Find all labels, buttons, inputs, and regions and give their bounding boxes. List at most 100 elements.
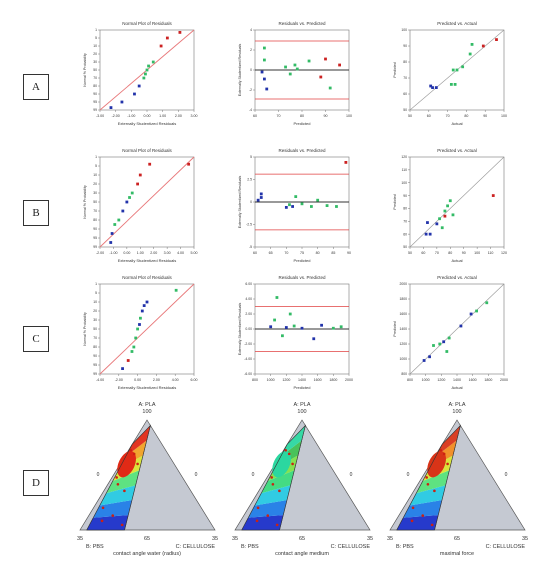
- data-point: [147, 64, 150, 68]
- y-tick-label: 10: [93, 44, 97, 48]
- data-point: [136, 182, 139, 186]
- x-axis-label: Externally Studentized Residuals: [118, 385, 176, 390]
- x-tick-label: 90: [462, 251, 466, 255]
- design-point: [430, 523, 434, 527]
- data-point: [263, 58, 266, 62]
- ternary-right-value: 35: [367, 536, 373, 542]
- data-point: [435, 222, 439, 226]
- ternary-left-value: 35: [387, 536, 393, 542]
- design-point: [284, 448, 288, 452]
- y-tick-label: 10: [93, 300, 97, 304]
- data-point: [281, 334, 284, 338]
- ternary-right-label: C: CELLULOSE: [486, 544, 526, 550]
- data-point: [331, 326, 335, 330]
- data-point: [485, 301, 489, 305]
- y-tick-label: 50: [93, 327, 97, 331]
- ternary-bottom-value: 65: [454, 536, 460, 542]
- x-tick-label: 60: [427, 114, 431, 118]
- y-tick-label: 100: [401, 181, 407, 185]
- data-point: [428, 232, 432, 236]
- plot-title: Predicted vs. Actual: [437, 275, 477, 280]
- ternary-left-edge-value: 0: [252, 472, 255, 478]
- y-axis-label: Externally Studentized Residuals: [238, 176, 242, 229]
- x-tick-label: 120: [501, 251, 507, 255]
- x-tick-label: 3.00: [164, 251, 171, 255]
- design-point: [129, 448, 133, 452]
- design-point: [291, 462, 294, 466]
- x-tick-label: 70: [284, 251, 288, 255]
- y-tick-label: 50: [93, 200, 97, 204]
- ternary-caption: contact angle medium: [275, 551, 329, 557]
- data-point: [174, 288, 178, 292]
- y-tick-label: -2: [249, 88, 252, 92]
- data-point: [448, 199, 452, 203]
- ternary-caption: contact angle water (radius): [113, 551, 181, 557]
- ternary-right-edge-value: 0: [350, 472, 353, 478]
- row-label-b: B: [23, 200, 49, 226]
- data-point: [259, 192, 263, 196]
- ternary-left-value: 35: [232, 536, 238, 542]
- plot-title: Predicted vs. Actual: [437, 21, 477, 26]
- y-tick-label: 70: [403, 219, 407, 223]
- y-tick-label: -2.00: [244, 342, 252, 346]
- design-point: [442, 452, 446, 456]
- data-point: [459, 324, 463, 328]
- contour-band: [125, 425, 151, 457]
- data-point: [133, 92, 136, 96]
- ternary-top-label: A: PLA: [293, 402, 310, 408]
- data-point: [293, 63, 297, 67]
- y-tick-label: 80: [93, 218, 97, 222]
- x-axis-label: Predicted: [294, 385, 311, 390]
- x-tick-label: 5.00: [191, 251, 198, 255]
- data-point: [470, 43, 474, 46]
- x-tick-label: 1600: [314, 378, 322, 382]
- ternary-right-edge-value: 0: [505, 472, 508, 478]
- y-tick-label: 4: [250, 28, 252, 32]
- plot-title: Predicted vs. Actual: [437, 148, 477, 153]
- y-tick-label: 4.00: [245, 297, 252, 301]
- x-tick-label: 1200: [282, 378, 290, 382]
- plot-a2-svg: Residuals vs. Predicted 60 70 80 90 100 4 2 0 -2 -…: [238, 21, 352, 126]
- y-tick-label: 2: [250, 48, 252, 52]
- data-point: [440, 226, 444, 230]
- x-tick-label: 80: [300, 114, 304, 118]
- data-point: [126, 359, 130, 362]
- y-tick-label: 80: [403, 207, 407, 211]
- plot-c3: Predicted vs. Actual 800 1000 1200 1400 1600 1…: [390, 272, 510, 392]
- plot-a2: Residuals vs. Predicted 60 70 80 90 100 4 2 0 -2 -…: [235, 18, 355, 128]
- data-point: [295, 67, 299, 71]
- design-point: [425, 476, 428, 479]
- y-tick-label: 90: [93, 227, 97, 231]
- ternary-left-edge-value: 0: [407, 472, 410, 478]
- x-tick-label: -1.00: [109, 251, 117, 255]
- ternary-left-label: B: PBS: [241, 544, 259, 550]
- data-point: [344, 161, 348, 164]
- x-tick-label: 80: [448, 251, 452, 255]
- x-axis-label: Externally Studentized Residuals: [118, 258, 176, 263]
- x-tick-label: 70: [435, 251, 439, 255]
- y-axis-label: Externally Studentized Residuals: [238, 44, 242, 97]
- ternary-top-label: A: PLA: [448, 402, 465, 408]
- design-point: [287, 452, 291, 456]
- plot-title: Normal Plot of Residuals: [122, 275, 172, 280]
- x-tick-label: 6.00: [191, 378, 198, 382]
- y-tick-label: 60: [403, 92, 407, 96]
- design-point: [271, 482, 275, 486]
- y-tick-label: -4.00: [244, 357, 252, 361]
- data-point: [109, 241, 113, 244]
- y-tick-label: 90: [93, 354, 97, 358]
- data-point: [461, 65, 465, 69]
- data-point: [121, 209, 125, 213]
- data-point: [475, 309, 478, 313]
- y-tick-label: 90: [93, 92, 97, 96]
- data-point: [481, 44, 485, 48]
- design-point: [256, 506, 260, 510]
- data-point: [300, 202, 304, 206]
- y-tick-label: 2.5: [247, 178, 252, 182]
- ternary-caption: maximal force: [440, 551, 474, 557]
- x-tick-label: 1200: [437, 378, 445, 382]
- x-tick-label: 0.00: [123, 251, 130, 255]
- data-point: [263, 77, 266, 81]
- plot-c2-svg: Residuals vs. Predicted 800 1000 1200 1400 16…: [238, 275, 353, 390]
- data-point: [121, 367, 124, 370]
